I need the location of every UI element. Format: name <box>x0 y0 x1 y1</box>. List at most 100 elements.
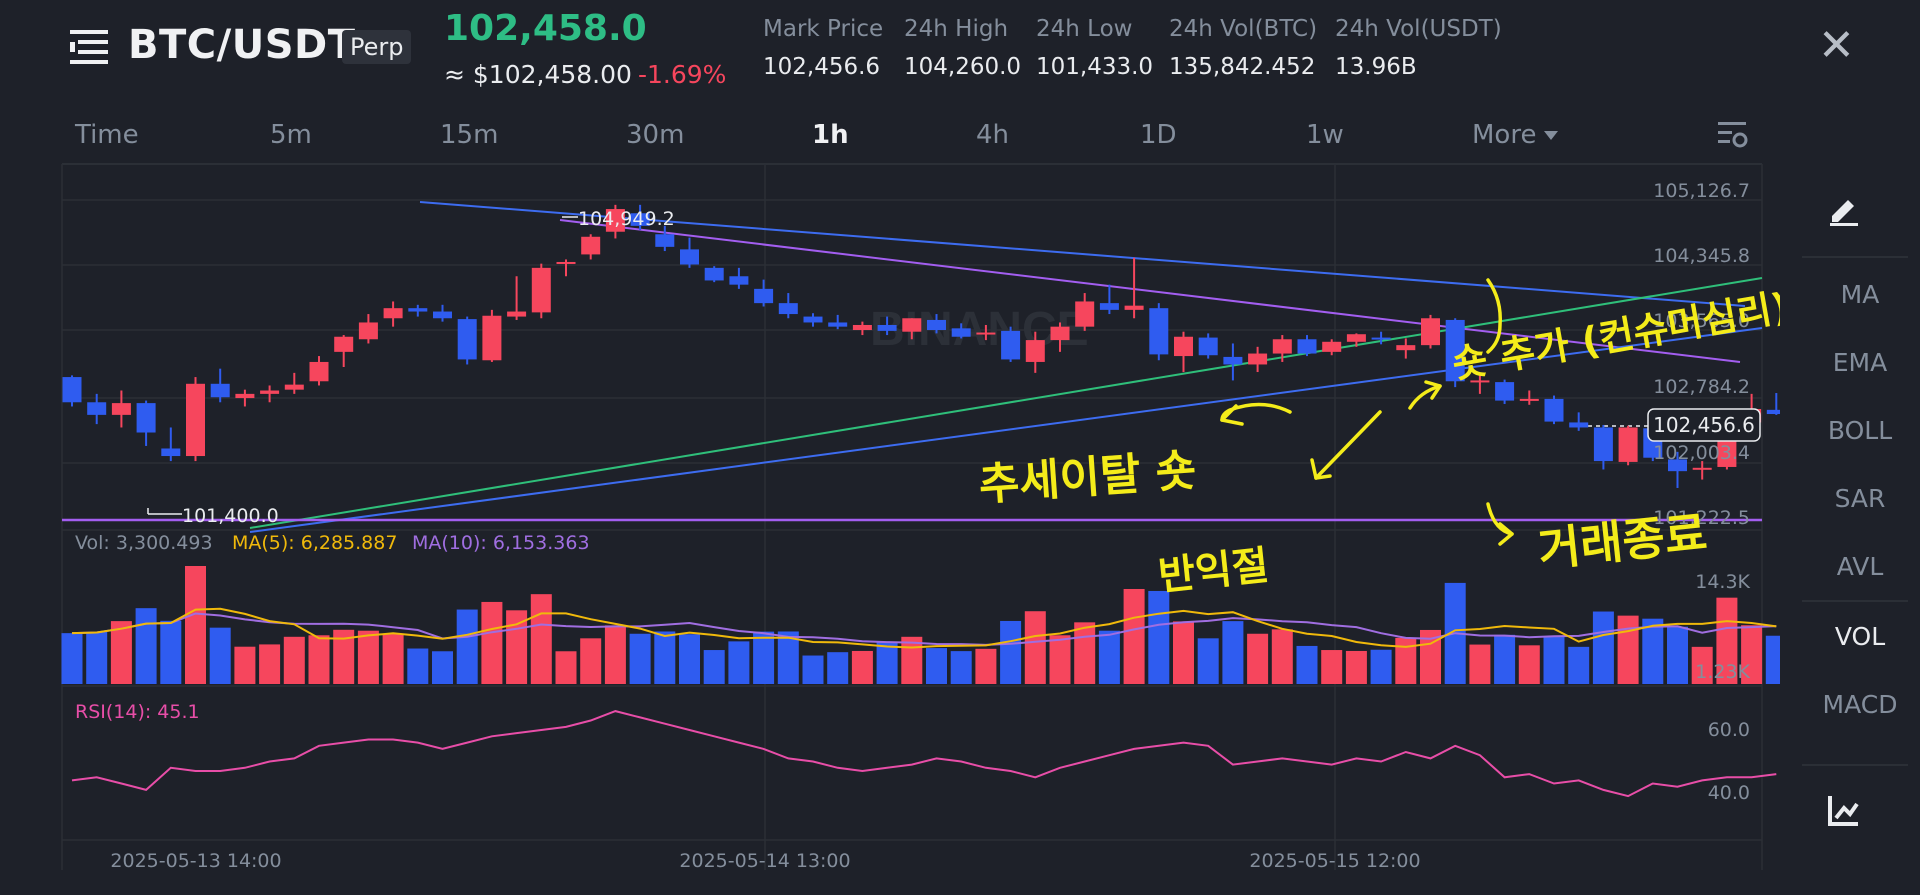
volume-bar <box>1568 646 1590 684</box>
candle-body <box>1519 398 1539 401</box>
volume-bar <box>802 655 824 684</box>
volume-bar <box>1395 637 1417 684</box>
volume-bar <box>1617 615 1639 684</box>
tab-1h[interactable]: 1h <box>812 120 849 150</box>
volume-bar <box>1716 597 1738 684</box>
candle-body <box>1396 345 1416 351</box>
side-divider <box>1802 256 1908 258</box>
rsi-tick: 60.0 <box>1708 719 1750 741</box>
candle-body <box>260 390 280 394</box>
candle-body <box>482 315 502 361</box>
more-dropdown[interactable]: More <box>1472 120 1559 150</box>
candle-body <box>1470 380 1490 383</box>
current-price-tag-text: 102,456.6 <box>1653 413 1755 437</box>
chart-settings-icon[interactable] <box>1716 118 1748 150</box>
close-icon[interactable]: ✕ <box>1818 20 1855 71</box>
volume-bar <box>876 642 898 684</box>
indicator-chart-icon[interactable] <box>1826 792 1862 832</box>
current-price-tag: 102,456.6 <box>1647 408 1761 442</box>
stat-label: 24h High <box>904 16 1009 42</box>
stat-label: 24h Low <box>1036 16 1133 42</box>
volume-ma10-line <box>71 612 1777 646</box>
volume-bar <box>851 650 873 684</box>
volume-bar <box>555 651 577 684</box>
usd-price: ≈ $102,458.00 <box>444 60 632 89</box>
indicator-ma[interactable]: MA <box>1840 280 1880 309</box>
time-tick: 2025-05-13 14:00 <box>110 850 281 872</box>
price-tick: 105,126.7 <box>1653 180 1750 202</box>
volume-ma5-line <box>71 607 1777 649</box>
candle-body <box>1593 427 1613 462</box>
stat-label: 24h Vol(USDT) <box>1335 16 1502 42</box>
volume-bar <box>926 648 947 684</box>
candle-body <box>556 261 576 264</box>
ticker-header: BTC/USDT Perp 102,458.0 ≈ $102,458.00 -1… <box>0 0 1920 108</box>
volume-bar <box>1741 625 1763 684</box>
volume-bar <box>1098 630 1120 684</box>
tab-15m[interactable]: 15m <box>440 120 499 150</box>
stat-value: 101,433.0 <box>1036 54 1154 80</box>
volume-bar <box>135 608 157 684</box>
stat-label: 24h Vol(BTC) <box>1169 16 1318 42</box>
volume-bar <box>86 631 108 684</box>
high-marker-label: 104,949.2 <box>578 208 675 230</box>
candle-body <box>161 448 181 457</box>
contract-badge: Perp <box>342 30 412 64</box>
volume-bar <box>728 641 750 684</box>
volume-bar <box>283 636 305 684</box>
tab-5m[interactable]: 5m <box>270 120 312 150</box>
arrow-to-add-top <box>1408 384 1442 410</box>
tab-30m[interactable]: 30m <box>626 120 685 150</box>
stat-value: 104,260.0 <box>904 54 1022 80</box>
candle-body <box>754 288 774 304</box>
candle-body <box>1371 337 1391 340</box>
candle-body <box>383 308 403 319</box>
volume-bar <box>1469 644 1491 684</box>
indicator-sar[interactable]: SAR <box>1834 484 1886 513</box>
volume-bar <box>160 620 182 684</box>
candle-body <box>1495 382 1515 401</box>
draw-tool-icon[interactable] <box>1826 190 1862 230</box>
volume-bar <box>777 631 799 684</box>
tab-time[interactable]: Time <box>75 120 139 150</box>
indicator-boll[interactable]: BOLL <box>1827 416 1893 445</box>
tab-1w[interactable]: 1w <box>1306 120 1344 150</box>
indicator-vol[interactable]: VOL <box>1834 622 1886 651</box>
candle-body <box>877 324 897 331</box>
volume-bar <box>1691 646 1713 684</box>
more-label: More <box>1472 120 1537 150</box>
tab-1d[interactable]: 1D <box>1140 120 1177 150</box>
indicator-macd[interactable]: MACD <box>1822 690 1898 719</box>
menu-icon[interactable] <box>70 28 110 66</box>
volume-bar <box>679 634 700 684</box>
annotation-half-tp: 반익절 <box>1156 543 1271 600</box>
rsi-tick: 40.0 <box>1708 782 1750 804</box>
price-tick: 103,565.0 <box>1653 310 1750 332</box>
low-marker-label: 101,400.0 <box>182 505 279 527</box>
side-divider <box>1802 600 1908 602</box>
candle-body <box>284 384 304 390</box>
indicator-avl[interactable]: AVL <box>1836 552 1884 581</box>
stat-label: Mark Price <box>763 16 884 42</box>
price-tick: 101,222.5 <box>1653 507 1750 529</box>
stat-24h-vol-usdt: 24h Vol(USDT) 13.96B <box>1335 16 1502 80</box>
candle-body <box>1445 319 1465 382</box>
price-chart[interactable]: BINANCE 104,949.2 101,400.0 105,126.7 10… <box>0 0 1780 895</box>
arrow-head <box>1424 380 1442 400</box>
timeframe-bar: Time 5m 15m 30m 1h 4h 1D 1w More <box>0 112 1780 160</box>
ascending-trendline-blue <box>249 327 1763 533</box>
candle-body <box>111 403 131 415</box>
symbol-title[interactable]: BTC/USDT <box>128 22 356 68</box>
price-tick: 102,784.2 <box>1653 376 1750 398</box>
volume-bar <box>1543 636 1565 684</box>
candle-body <box>1099 303 1119 310</box>
candle-body <box>1272 339 1292 354</box>
volume-bar <box>1173 621 1194 684</box>
candle-body <box>507 311 527 317</box>
candle-body <box>1297 339 1317 354</box>
tab-4h[interactable]: 4h <box>976 120 1010 150</box>
candle-body <box>902 318 922 332</box>
stat-24h-high: 24h High 104,260.0 <box>904 16 1021 80</box>
indicator-ema[interactable]: EMA <box>1832 348 1888 377</box>
candle-body <box>408 308 428 312</box>
